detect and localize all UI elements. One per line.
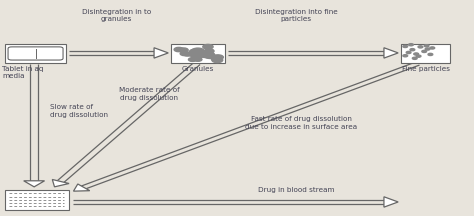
Text: Disintegration in to
granules: Disintegration in to granules (82, 9, 151, 22)
Text: Moderate rate of
drug dissolution: Moderate rate of drug dissolution (119, 87, 180, 101)
FancyBboxPatch shape (171, 44, 225, 63)
Text: Granules: Granules (182, 66, 214, 72)
FancyBboxPatch shape (5, 44, 66, 63)
Circle shape (204, 49, 214, 53)
Circle shape (422, 50, 427, 52)
Circle shape (410, 49, 415, 51)
Circle shape (430, 47, 435, 49)
FancyBboxPatch shape (401, 44, 450, 63)
FancyBboxPatch shape (8, 47, 63, 60)
Circle shape (412, 57, 417, 59)
Circle shape (179, 48, 188, 52)
Circle shape (212, 58, 223, 63)
Circle shape (191, 52, 203, 58)
Circle shape (183, 52, 192, 56)
Circle shape (201, 52, 214, 58)
Polygon shape (384, 197, 398, 207)
Circle shape (174, 47, 183, 52)
Polygon shape (384, 48, 398, 58)
Circle shape (203, 44, 213, 49)
Circle shape (414, 53, 419, 55)
Circle shape (211, 55, 221, 60)
Polygon shape (73, 184, 90, 191)
Polygon shape (24, 181, 45, 187)
Circle shape (425, 48, 430, 50)
Text: Fine particles: Fine particles (401, 66, 450, 72)
Polygon shape (52, 179, 69, 187)
Circle shape (418, 46, 423, 48)
Circle shape (194, 58, 202, 61)
Circle shape (200, 53, 210, 57)
Text: Drug in blood stream: Drug in blood stream (258, 187, 335, 193)
Text: Fast rate of drug dissolution
due to increase in surface area: Fast rate of drug dissolution due to inc… (245, 116, 357, 130)
Circle shape (211, 56, 221, 61)
Circle shape (428, 53, 433, 56)
Text: Solution: Solution (21, 206, 50, 212)
Circle shape (416, 55, 421, 57)
Circle shape (213, 55, 223, 60)
Circle shape (180, 52, 189, 56)
Text: Slow rate of
drug dissolution: Slow rate of drug dissolution (50, 105, 108, 118)
Circle shape (406, 51, 411, 54)
Circle shape (190, 49, 200, 54)
Circle shape (403, 55, 408, 57)
Circle shape (205, 54, 215, 59)
Circle shape (403, 45, 408, 48)
Circle shape (424, 45, 429, 47)
Circle shape (409, 44, 413, 46)
Text: Disintegration into fine
particles: Disintegration into fine particles (255, 9, 337, 22)
Text: Tablet in aq
media: Tablet in aq media (2, 66, 44, 79)
Circle shape (191, 48, 204, 54)
FancyBboxPatch shape (5, 190, 69, 210)
Circle shape (189, 58, 197, 61)
Polygon shape (154, 48, 168, 58)
